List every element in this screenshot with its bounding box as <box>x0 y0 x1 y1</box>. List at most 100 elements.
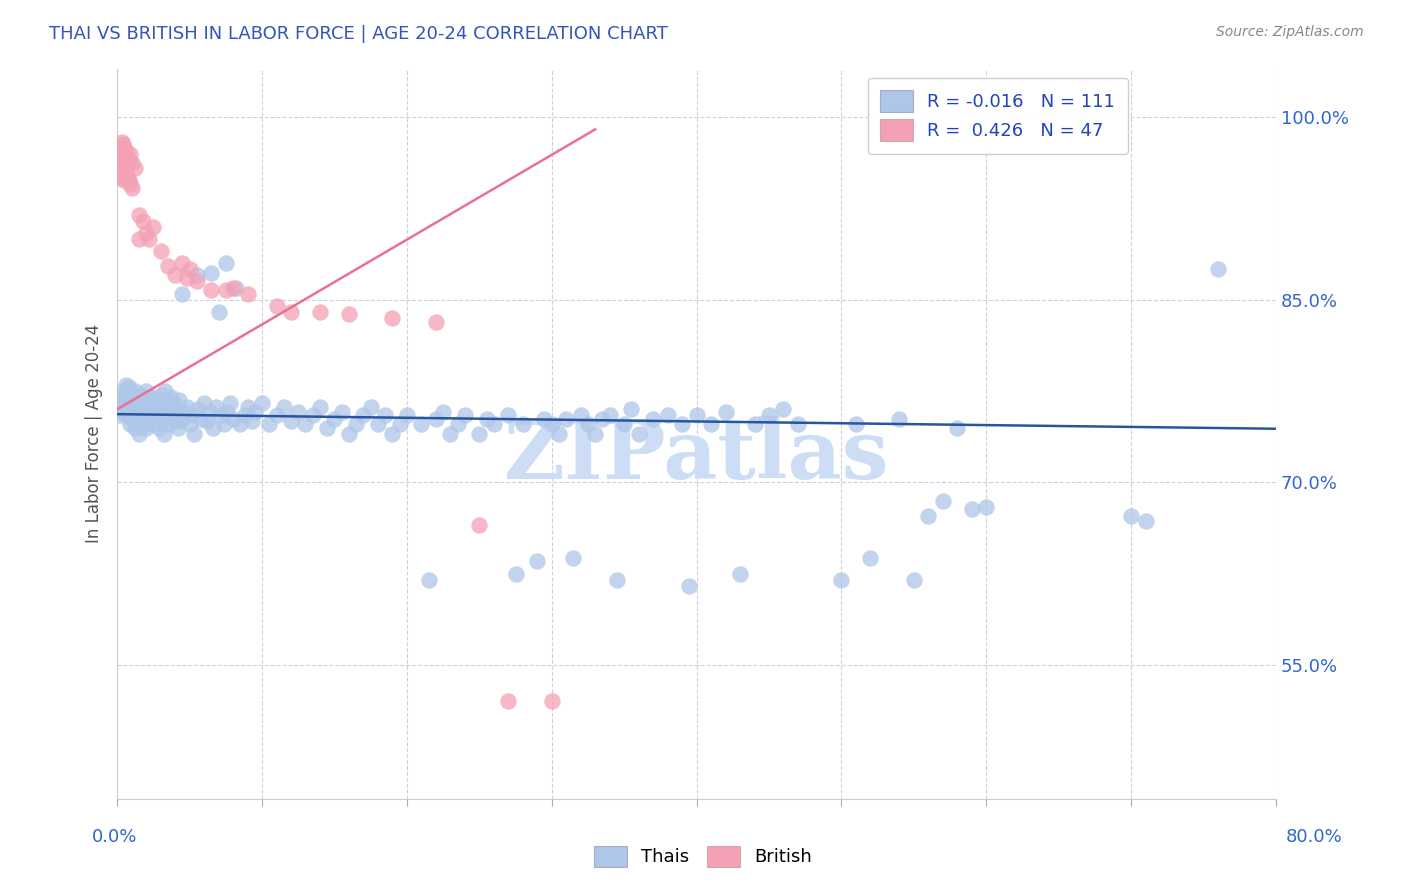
Point <box>294 417 316 431</box>
Point <box>146 396 169 410</box>
Point <box>195 414 218 428</box>
Point <box>671 417 693 431</box>
Point <box>215 283 238 297</box>
Point <box>1119 509 1142 524</box>
Point <box>108 409 131 423</box>
Point <box>115 161 138 176</box>
Point <box>120 177 142 191</box>
Point <box>700 417 723 431</box>
Point <box>344 417 367 431</box>
Point <box>758 409 780 423</box>
Point <box>181 409 204 423</box>
Point <box>173 405 195 419</box>
Point <box>152 426 174 441</box>
Point <box>108 153 131 167</box>
Point <box>845 417 868 431</box>
Point <box>512 417 534 431</box>
Point <box>132 392 155 407</box>
Text: ZIPatlas: ZIPatlas <box>503 416 890 496</box>
Point <box>117 149 139 163</box>
Point <box>120 387 142 401</box>
Point <box>217 405 239 419</box>
Point <box>744 417 766 431</box>
Point <box>830 573 852 587</box>
Point <box>236 400 259 414</box>
Point <box>167 420 190 434</box>
Point <box>111 165 134 179</box>
Point <box>108 140 131 154</box>
Point <box>163 396 186 410</box>
Legend: R = -0.016   N = 111, R =  0.426   N = 47: R = -0.016 N = 111, R = 0.426 N = 47 <box>868 78 1128 154</box>
Point <box>207 305 229 319</box>
Point <box>250 396 273 410</box>
Point <box>540 417 562 431</box>
Point <box>960 502 983 516</box>
Point <box>115 145 138 159</box>
Point <box>111 405 134 419</box>
Y-axis label: In Labor Force | Age 20-24: In Labor Force | Age 20-24 <box>86 324 103 543</box>
Point <box>211 409 233 423</box>
Point <box>540 694 562 708</box>
Point <box>352 409 374 423</box>
Point <box>222 412 245 426</box>
Point <box>555 412 578 426</box>
Point <box>179 417 201 431</box>
Point <box>148 420 170 434</box>
Point <box>219 396 242 410</box>
Point <box>135 384 157 398</box>
Point <box>468 517 491 532</box>
Point <box>142 390 165 404</box>
Point <box>198 405 221 419</box>
Point <box>330 405 353 419</box>
Point <box>381 426 404 441</box>
Point <box>657 409 679 423</box>
Point <box>128 426 150 441</box>
Point <box>222 280 245 294</box>
Point <box>114 173 136 187</box>
Point <box>337 307 360 321</box>
Point <box>114 159 136 173</box>
Point <box>482 417 505 431</box>
Point <box>111 392 134 407</box>
Point <box>169 392 191 407</box>
Point <box>240 414 263 428</box>
Point <box>381 310 404 325</box>
Point <box>772 402 794 417</box>
Point <box>134 400 156 414</box>
Point <box>165 412 187 426</box>
Point <box>156 400 179 414</box>
Point <box>360 400 382 414</box>
Point <box>155 409 177 423</box>
Point <box>787 417 810 431</box>
Point <box>190 412 212 426</box>
Legend: Thais, British: Thais, British <box>586 838 820 874</box>
Point <box>172 286 194 301</box>
Point <box>149 244 172 258</box>
Point <box>176 400 198 414</box>
Point <box>576 417 599 431</box>
Point <box>204 400 226 414</box>
Point <box>183 426 205 441</box>
Point <box>120 417 142 431</box>
Point <box>118 173 141 187</box>
Point <box>533 412 555 426</box>
Point <box>599 409 621 423</box>
Point <box>110 135 132 149</box>
Point <box>233 409 256 423</box>
Point <box>932 493 955 508</box>
Point <box>418 573 440 587</box>
Point <box>498 409 520 423</box>
Point <box>454 409 477 423</box>
Point <box>176 270 198 285</box>
Point <box>160 405 183 419</box>
Point <box>889 412 911 426</box>
Point <box>266 409 288 423</box>
Point <box>301 409 323 423</box>
Point <box>215 256 238 270</box>
Point <box>117 169 139 183</box>
Point <box>728 566 751 581</box>
Point <box>118 402 141 417</box>
Point <box>411 417 433 431</box>
Point <box>115 378 138 392</box>
Point <box>115 402 138 417</box>
